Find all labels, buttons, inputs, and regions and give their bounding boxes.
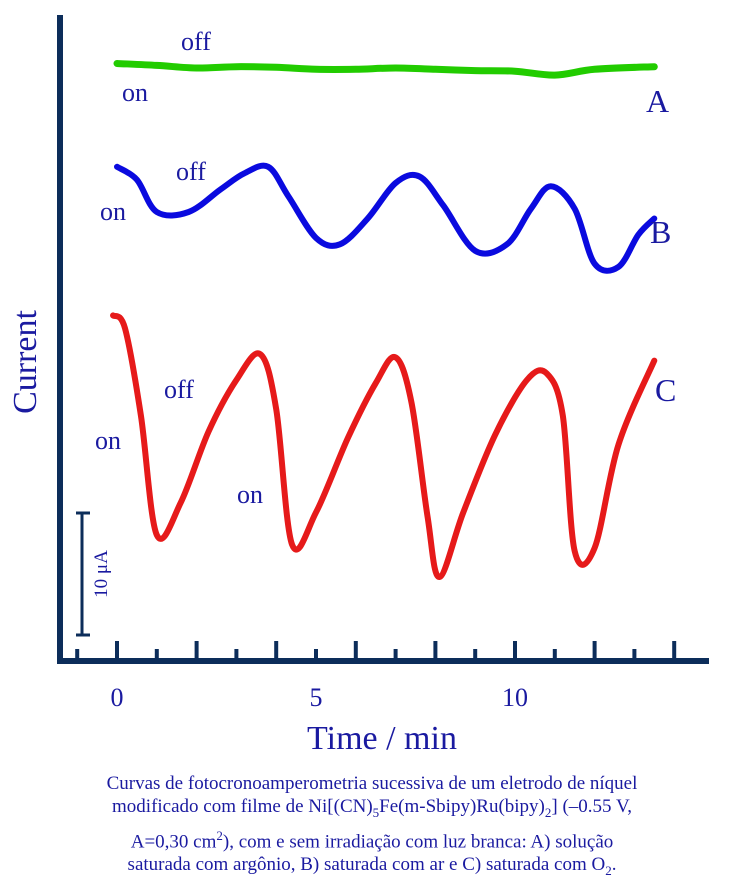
scale-bar: 10 μA xyxy=(76,511,112,637)
x-tick-label-0: 0 xyxy=(111,683,124,712)
annotation-b-on: on xyxy=(100,197,126,226)
annotation-b-off: off xyxy=(176,157,206,186)
x-ticks xyxy=(75,641,677,661)
caption-line-2: modificado com filme de Ni[(CN)5Fe(m-Sbi… xyxy=(112,796,632,820)
series-label-c: C xyxy=(655,372,676,408)
series-layer xyxy=(110,59,658,580)
annotation-c-on-1: on xyxy=(95,426,121,455)
caption-line-4: saturada com argônio, B) saturada com ar… xyxy=(127,854,617,878)
series-label-a: A xyxy=(646,83,669,119)
annotation-a-on: on xyxy=(122,78,148,107)
series-b-line xyxy=(114,162,658,274)
chart: 10 μA Current Time / min 0 5 10 A B C of… xyxy=(7,15,709,757)
annotation-c-on-2: on xyxy=(237,480,263,509)
figure-caption: Curvas de fotocronoamperometria sucessiv… xyxy=(10,772,734,882)
y-axis-label: Current xyxy=(7,310,44,414)
caption-line-3: A=0,30 cm2), com e sem irradiação com lu… xyxy=(130,827,614,853)
axes xyxy=(57,15,709,664)
x-axis-label: Time / min xyxy=(307,720,457,757)
series-label-b: B xyxy=(650,214,671,250)
caption-line-1: Curvas de fotocronoamperometria sucessiv… xyxy=(106,773,638,794)
annotation-a-off: off xyxy=(181,27,211,56)
x-tick-label-5: 5 xyxy=(310,683,323,712)
scale-bar-label: 10 μA xyxy=(91,550,112,598)
series-c-line xyxy=(110,312,658,580)
x-tick-label-10: 10 xyxy=(502,683,528,712)
series-a-line xyxy=(113,59,658,79)
annotation-c-off: off xyxy=(164,375,194,404)
